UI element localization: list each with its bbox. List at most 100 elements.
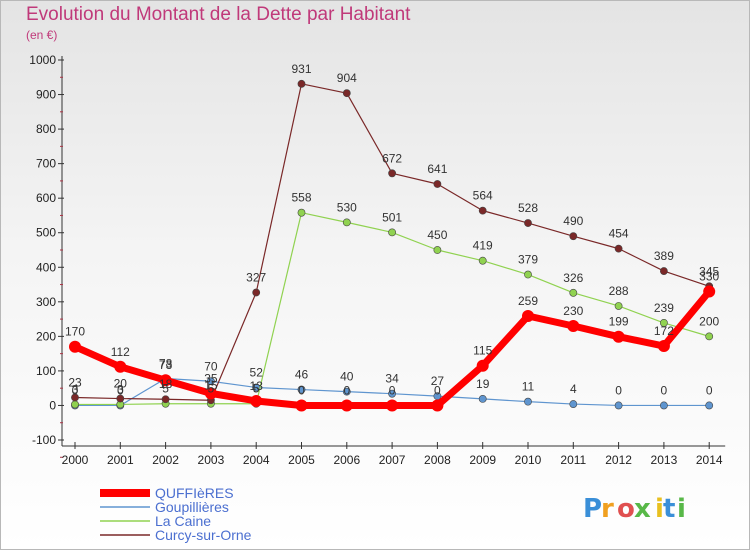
data-point (388, 228, 396, 237)
data-label: 35 (204, 371, 218, 385)
data-label: 904 (337, 71, 357, 85)
x-tick-label: 2011 (560, 453, 586, 467)
data-label: 115 (473, 344, 492, 358)
data-point (614, 401, 623, 410)
data-point (705, 332, 714, 341)
data-point (114, 360, 127, 373)
data-point (297, 208, 306, 217)
data-label: 450 (427, 228, 447, 242)
data-label: 330 (699, 269, 719, 283)
data-point (524, 397, 532, 406)
data-label: 0 (434, 383, 441, 397)
data-point (569, 232, 578, 241)
y-tick-label: 400 (36, 260, 56, 274)
series-line-3 (74, 83, 710, 401)
legend-label: QUFFIèRES (155, 485, 234, 501)
y-tick-label: 500 (36, 226, 56, 240)
data-label: 27 (431, 374, 445, 388)
y-tick-label: 700 (36, 157, 56, 171)
data-label: 199 (609, 315, 629, 329)
data-label: 5 (253, 382, 260, 396)
data-label: 20 (114, 377, 128, 391)
data-label: 46 (295, 368, 309, 382)
logo-letter: P (583, 494, 602, 524)
chart-subtitle: (en €) (26, 28, 58, 42)
data-label: 34 (385, 372, 399, 386)
data-label: 23 (68, 376, 82, 390)
data-label: 0 (706, 383, 713, 397)
data-label: 200 (699, 314, 719, 328)
x-tick-label: 2010 (515, 453, 542, 467)
data-point (297, 385, 306, 394)
logo-letter: r (601, 494, 614, 524)
data-point (478, 256, 487, 265)
y-tick-label: 200 (36, 329, 56, 343)
data-label: 170 (65, 325, 85, 339)
data-point (340, 399, 353, 412)
data-label: 230 (563, 304, 583, 318)
chart-title: Evolution du Montant de la Dette par Hab… (26, 4, 411, 25)
data-point (614, 302, 623, 310)
data-label: 0 (72, 383, 79, 397)
data-point (660, 267, 668, 275)
x-tick-label: 2007 (379, 453, 406, 467)
data-point (69, 340, 81, 353)
series-lines (69, 79, 716, 412)
data-label: 78 (159, 357, 173, 371)
data-point (703, 285, 716, 298)
data-point (660, 318, 668, 327)
data-label: 490 (563, 214, 583, 228)
data-label: 18 (159, 377, 173, 391)
data-point (159, 374, 172, 387)
data-point (569, 288, 578, 297)
data-label: 4 (570, 382, 577, 396)
y-tick-label: 1000 (29, 53, 56, 67)
data-label: 528 (518, 201, 538, 215)
data-label: 288 (609, 284, 629, 298)
data-point (71, 400, 79, 409)
data-label: 641 (427, 162, 447, 176)
data-label: 11 (522, 380, 535, 394)
logo-letter: x (634, 494, 651, 524)
logo-letter: o (617, 494, 635, 524)
legend-label: Curcy-sur-Orne (155, 527, 252, 543)
data-point (433, 180, 442, 188)
x-tick-label: 2009 (469, 453, 496, 467)
data-label: 52 (250, 365, 264, 379)
data-point (342, 218, 351, 227)
y-tick-label: 300 (36, 295, 56, 309)
data-label: 931 (291, 62, 311, 76)
data-point (386, 399, 399, 412)
data-label: 326 (563, 271, 583, 285)
data-label: 558 (291, 191, 311, 205)
data-point (342, 387, 351, 396)
data-label: 501 (382, 210, 402, 224)
data-label: 259 (518, 294, 538, 308)
data-point (388, 169, 396, 178)
x-tick-label: 2008 (424, 453, 451, 467)
data-point (569, 400, 578, 408)
logo-letter: t (663, 494, 675, 524)
data-label: 345 (699, 264, 719, 278)
data-point (204, 387, 217, 400)
data-label: 0 (343, 383, 350, 397)
data-point (431, 399, 444, 412)
legend-label: Goupillières (155, 499, 229, 515)
data-point (433, 246, 442, 254)
data-point (252, 288, 261, 297)
data-label: 172 (654, 324, 674, 338)
data-label: 0 (298, 383, 305, 397)
x-tick-label: 2006 (333, 453, 360, 467)
data-point (206, 377, 215, 386)
axes: -100010020030040050060070080090010002000… (29, 53, 726, 467)
data-label: 3 (72, 382, 79, 396)
x-tick-label: 2013 (651, 453, 678, 467)
data-point (71, 393, 79, 402)
data-label: 40 (340, 370, 354, 384)
data-label: 419 (473, 239, 493, 253)
data-point (476, 359, 489, 372)
data-label: 379 (518, 253, 538, 267)
data-point (342, 89, 351, 98)
